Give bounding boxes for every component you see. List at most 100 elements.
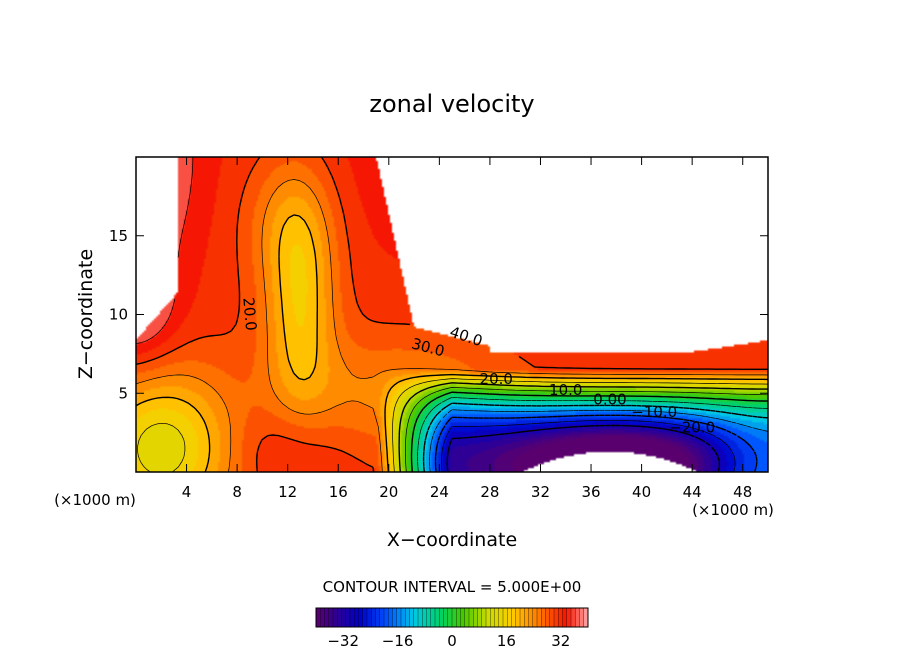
contour-line xyxy=(137,378,768,472)
colorbar-swatch xyxy=(490,608,495,627)
colorbar-swatch xyxy=(345,608,351,627)
x-tick-label: 48 xyxy=(733,483,752,501)
colorbar-tick-label: −32 xyxy=(327,632,359,650)
colorbar-swatch xyxy=(558,608,563,627)
colorbar-swatch xyxy=(469,608,474,627)
colorbar-swatch xyxy=(566,608,572,627)
colorbar-swatch xyxy=(418,608,423,627)
contour-lines xyxy=(136,157,768,472)
colorbar-swatch xyxy=(494,608,500,627)
colorbar-swatch xyxy=(575,608,580,627)
colorbar-swatch xyxy=(392,608,398,627)
colorbar-swatch xyxy=(337,608,342,627)
colorbar-swatch xyxy=(316,608,321,627)
x-tick-label: 44 xyxy=(683,483,702,501)
colorbar-swatch xyxy=(456,608,461,627)
colorbar-swatch xyxy=(362,608,368,627)
contour-line xyxy=(422,402,768,472)
colorbar-swatch xyxy=(520,608,525,627)
contour-label: −10.0 xyxy=(631,403,677,421)
contour-line xyxy=(405,387,768,472)
colorbar-swatch xyxy=(528,608,534,627)
contour-line xyxy=(136,214,768,472)
colorbar-swatch xyxy=(439,608,444,627)
x-unit-left: (×1000 m) xyxy=(54,491,136,509)
x-tick-label: 24 xyxy=(430,483,449,501)
colorbar-swatch xyxy=(507,608,512,627)
colorbar-swatch xyxy=(350,608,355,627)
x-tick-label: 20 xyxy=(379,483,398,501)
colorbar-swatch xyxy=(435,608,440,627)
colorbar-swatch xyxy=(452,608,457,627)
colorbar-swatch xyxy=(354,608,359,627)
colorbar-swatch xyxy=(384,608,389,627)
contour-label: 0.00 xyxy=(593,390,626,408)
colorbar-swatch xyxy=(511,608,517,627)
colorbar-swatch xyxy=(367,608,372,627)
contour-line xyxy=(441,419,736,472)
colorbar-swatch xyxy=(571,608,576,627)
colorbar-swatch xyxy=(579,608,585,627)
colorbar-swatch xyxy=(426,608,432,627)
colorbar-swatch xyxy=(464,608,470,627)
colorbar-swatch xyxy=(524,608,529,627)
colorbar-swatch xyxy=(541,608,546,627)
colorbar-swatch xyxy=(430,608,436,627)
colorbar-swatch xyxy=(324,608,330,627)
y-axis-label: Z−coordinate xyxy=(75,249,97,379)
contour-label: 10.0 xyxy=(549,381,582,399)
contour-line xyxy=(417,397,768,472)
colorbar-tick-label: 32 xyxy=(551,632,570,650)
colorbar-tick-label: 0 xyxy=(447,632,457,650)
colorbar-swatch xyxy=(401,608,406,627)
colorbar-swatch xyxy=(371,608,376,627)
x-tick-label: 32 xyxy=(531,483,550,501)
colorbar-ticks: −32 −16 0 16 32 xyxy=(327,632,570,650)
colorbar-swatch xyxy=(409,608,415,627)
colorbar xyxy=(315,608,589,627)
x-tick-label: 4 xyxy=(182,483,192,501)
contour-label: 20.0 xyxy=(239,297,260,332)
colorbar-swatch xyxy=(333,608,338,627)
colorbar-swatch xyxy=(562,608,568,627)
colorbar-swatch xyxy=(486,608,491,627)
colorbar-swatch xyxy=(405,608,410,627)
colorbar-tick-label: 16 xyxy=(497,632,516,650)
x-tick-label: 8 xyxy=(232,483,242,501)
colorbar-swatch xyxy=(498,608,504,627)
colorbar-swatch xyxy=(443,608,449,627)
plot-area: 20.040.030.020.010.00.00−10.0−20.0 xyxy=(136,157,768,472)
contour-line xyxy=(434,414,758,472)
y-tick-label: 15 xyxy=(109,227,128,245)
contour-line xyxy=(136,157,194,345)
colorbar-swatch xyxy=(460,608,466,627)
colorbar-swatch xyxy=(554,608,559,627)
x-tick-label: 16 xyxy=(329,483,348,501)
colorbar-swatch xyxy=(503,608,508,627)
colorbar-swatch xyxy=(583,608,589,627)
y-tick-label: 5 xyxy=(118,384,128,402)
x-tick-label: 36 xyxy=(581,483,600,501)
contour-interval-text: CONTOUR INTERVAL = 5.000E+00 xyxy=(323,578,582,596)
colorbar-swatch xyxy=(477,608,483,627)
x-tick-label: 12 xyxy=(278,483,297,501)
contour-label: −20.0 xyxy=(669,419,715,437)
y-tick-label: 10 xyxy=(109,306,128,324)
x-axis-label: X−coordinate xyxy=(387,529,517,551)
colorbar-swatch xyxy=(358,608,364,627)
colorbar-swatch xyxy=(532,608,538,627)
colorbar-swatch xyxy=(481,608,487,627)
zonal-velocity-field xyxy=(136,157,768,472)
colorbar-swatch xyxy=(328,608,334,627)
colorbar-swatch xyxy=(320,608,325,627)
colorbar-swatch xyxy=(473,608,478,627)
contour-line xyxy=(429,409,768,472)
colorbar-swatch xyxy=(515,608,521,627)
colorbar-swatch xyxy=(549,608,555,627)
contour-label: 20.0 xyxy=(480,370,513,388)
contour-line xyxy=(398,382,768,472)
y-axis-ticks: 5 10 15 xyxy=(109,227,768,402)
chart-title: zonal velocity xyxy=(369,90,534,118)
colorbar-swatch xyxy=(447,608,453,627)
